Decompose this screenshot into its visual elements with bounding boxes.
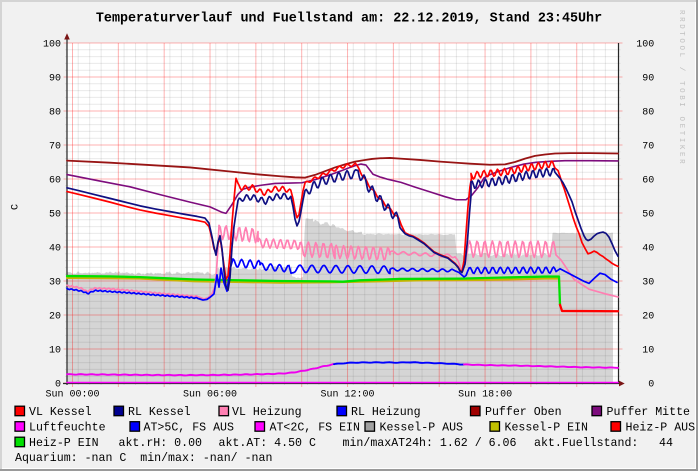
svg-text:90: 90 — [642, 74, 654, 85]
svg-text:Luftfeuchte: Luftfeuchte — [29, 422, 106, 435]
svg-text:20: 20 — [49, 312, 61, 323]
svg-text:VL Kessel: VL Kessel — [29, 406, 92, 419]
svg-text:min/maxAT24h: 1.62 / 6.06: min/maxAT24h: 1.62 / 6.06 — [343, 437, 517, 450]
svg-text:C: C — [11, 204, 22, 210]
svg-text:90: 90 — [49, 74, 61, 85]
svg-text:RRDTOOL / TOBI OETIKER: RRDTOOL / TOBI OETIKER — [677, 10, 685, 166]
svg-text:40: 40 — [49, 244, 61, 255]
svg-text:44: 44 — [659, 437, 673, 450]
svg-text:RL Heizung: RL Heizung — [351, 406, 421, 419]
svg-text:100: 100 — [636, 40, 654, 51]
svg-text:100: 100 — [43, 40, 61, 51]
svg-text:70: 70 — [49, 142, 61, 153]
svg-text:AT>5C, FS AUS: AT>5C, FS AUS — [144, 422, 234, 435]
svg-text:0: 0 — [648, 380, 654, 391]
svg-text:Puffer Oben: Puffer Oben — [485, 406, 562, 419]
svg-text:10: 10 — [642, 346, 654, 357]
svg-text:Kessel-P EIN: Kessel-P EIN — [505, 422, 589, 435]
svg-text:Temperaturverlauf und Fuellsta: Temperaturverlauf und Fuellstand am: 22.… — [96, 12, 602, 27]
svg-text:Heiz-P EIN: Heiz-P EIN — [29, 437, 99, 450]
svg-text:VL Heizung: VL Heizung — [232, 406, 302, 419]
svg-text:AT<2C, FS EIN: AT<2C, FS EIN — [270, 422, 360, 435]
svg-text:50: 50 — [642, 210, 654, 221]
svg-text:30: 30 — [49, 278, 61, 289]
svg-text:Aquarium: -nan C min/max: -na: Aquarium: -nan C min/max: -nan/ -nan — [15, 452, 272, 465]
svg-text:10: 10 — [49, 346, 61, 357]
svg-text:Puffer Mitte: Puffer Mitte — [607, 406, 691, 419]
svg-text:akt.rH: 0.00: akt.rH: 0.00 — [119, 437, 203, 450]
svg-text:80: 80 — [642, 108, 654, 119]
svg-text:Heiz-P AUS: Heiz-P AUS — [626, 422, 696, 435]
svg-text:80: 80 — [49, 108, 61, 119]
svg-text:50: 50 — [49, 210, 61, 221]
svg-text:akt.AT: 4.50 C: akt.AT: 4.50 C — [219, 437, 316, 450]
svg-text:Sun 18:00: Sun 18:00 — [458, 390, 512, 401]
svg-text:20: 20 — [642, 312, 654, 323]
svg-text:60: 60 — [642, 176, 654, 187]
svg-text:Sun 00:00: Sun 00:00 — [45, 390, 99, 401]
svg-text:70: 70 — [642, 142, 654, 153]
svg-text:0: 0 — [55, 380, 61, 391]
svg-text:Kessel-P AUS: Kessel-P AUS — [380, 422, 464, 435]
svg-text:akt.Fuellstand:: akt.Fuellstand: — [534, 437, 638, 450]
svg-text:60: 60 — [49, 176, 61, 187]
svg-text:30: 30 — [642, 278, 654, 289]
svg-text:Sun 12:00: Sun 12:00 — [320, 390, 374, 401]
svg-text:RL Kessel: RL Kessel — [128, 406, 191, 419]
svg-text:Sun 06:00: Sun 06:00 — [183, 390, 237, 401]
svg-text:40: 40 — [642, 244, 654, 255]
